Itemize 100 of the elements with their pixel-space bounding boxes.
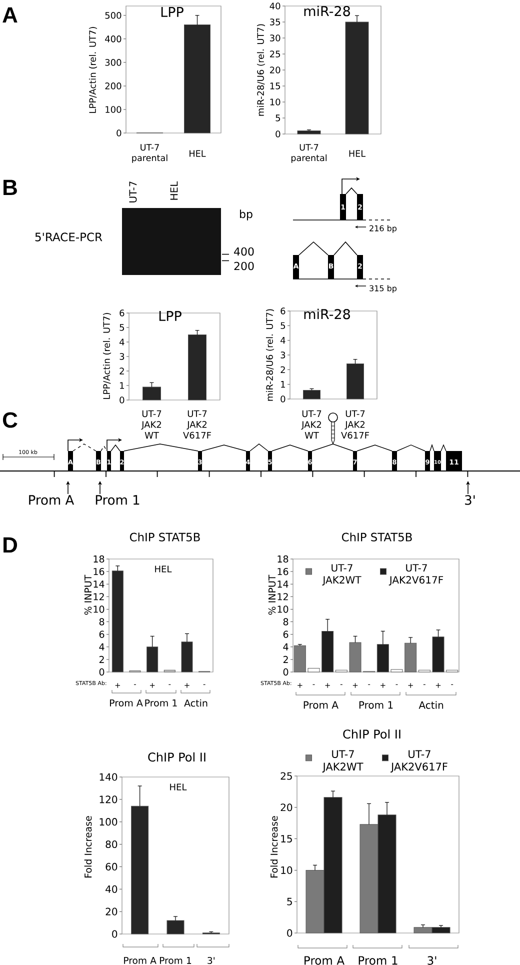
y-tick-label: 5 [120, 324, 124, 331]
y-tick-label: 15 [270, 82, 280, 90]
y-tick-label: 4 [120, 338, 124, 346]
y-tick-label: 0 [120, 396, 124, 404]
text: 400 [234, 247, 254, 256]
y-tick-label: 20 [270, 66, 280, 74]
y-tick-label: 40 [106, 885, 118, 893]
y-tick-label: 4 [280, 337, 286, 344]
y-tick-label: 3 [280, 352, 286, 358]
text: Actin [418, 701, 444, 709]
y-tick-label: 0 [116, 130, 122, 136]
y-tick-label: 18 [94, 555, 104, 563]
y-tick-label: 16 [94, 568, 104, 576]
y-tick-label: 60 [106, 862, 118, 870]
y-tick-label: 2 [280, 366, 285, 373]
y-tick-label: 25 [280, 772, 292, 780]
text: 216 bp [370, 225, 397, 233]
text: Prom 1 [96, 495, 140, 505]
y-tick-label: 12 [278, 593, 288, 600]
y-tick-label: 80 [106, 840, 118, 848]
y-tick-label: 5 [280, 322, 286, 329]
chart-title: ChIP STAT5B [342, 532, 412, 542]
y-tick-label: 0 [280, 396, 286, 402]
y-tick-label: 8 [283, 618, 288, 626]
y-tick-label: 2 [99, 656, 104, 663]
text: Prom 1 [359, 701, 393, 709]
y-axis-title: LPP/Actin (rel. UT7) [88, 27, 98, 113]
y-tick-label: 35 [270, 18, 280, 26]
text: 315 bp [370, 285, 397, 293]
text: B [4, 180, 17, 196]
y-tick-label: 10 [281, 866, 292, 874]
y-tick-label: 14 [278, 580, 288, 588]
x-tick-label: 3' [208, 956, 215, 964]
y-tick-label: 5 [287, 898, 292, 906]
y-tick-label: 2 [120, 368, 124, 374]
y-tick-label: 16 [278, 568, 288, 576]
x-tick-label: UT-7 parental [291, 144, 327, 163]
text: 5'RACE-PCR [35, 232, 102, 242]
y-tick-label: 12 [94, 593, 104, 600]
y-tick-label: 300 [105, 59, 122, 66]
text: bp [240, 210, 252, 220]
text: C [2, 412, 18, 428]
text: Prom A [29, 495, 74, 505]
text: HEL [155, 566, 172, 572]
legend-label: UT-7 JAK2V617F [390, 750, 448, 773]
y-tick-label: 15 [281, 835, 292, 843]
y-tick-label: 1 [120, 382, 124, 389]
text: 3' [465, 495, 475, 505]
y-tick-label: 2 [283, 656, 288, 663]
y-tick-label: 20 [106, 908, 118, 916]
y-tick-label: 10 [94, 606, 104, 613]
y-tick-label: 0 [99, 668, 104, 676]
y-tick-label: 10 [270, 98, 280, 106]
y-axis-title: LPP/Actin (rel. UT7) [102, 313, 112, 399]
y-tick-label: 100 [106, 106, 122, 113]
x-tick-label: Prom 1 [358, 956, 398, 965]
text: Actin [184, 699, 208, 707]
y-tick-label: 25 [270, 50, 280, 58]
x-tick-label: HEL [190, 150, 206, 157]
text: 200 [234, 262, 254, 270]
text: D [4, 537, 18, 553]
y-tick-label: 14 [94, 580, 104, 588]
y-tick-label: 4 [283, 643, 288, 650]
text: UT-7 [129, 182, 137, 202]
y-tick-label: 4 [99, 643, 104, 650]
y-tick-label: 6 [120, 310, 124, 316]
y-tick-label: 30 [270, 34, 280, 42]
y-tick-label: 6 [99, 630, 104, 638]
y-tick-label: 140 [100, 773, 118, 781]
y-tick-label: 40 [270, 2, 280, 10]
y-tick-label: 0 [112, 930, 118, 938]
x-tick-label: Prom A [124, 957, 156, 964]
y-tick-label: 100 [100, 818, 118, 826]
y-tick-label: 5 [276, 114, 280, 122]
chart-title: LPP [161, 7, 184, 17]
chart-title: miR-28 [304, 308, 350, 320]
chart-title: ChIP Pol II [343, 729, 400, 739]
y-tick-label: 0 [287, 929, 292, 937]
text: Prom A [110, 699, 143, 707]
y-tick-label: 20 [280, 804, 292, 812]
legend-label: UT-7 JAK2WT [322, 750, 364, 773]
text: A [2, 7, 18, 23]
text: HEL [170, 784, 187, 790]
chart-title: miR-28 [304, 6, 350, 16]
legend-label: UT-7 JAK2V617F [388, 564, 444, 586]
y-tick-label: 3 [120, 353, 124, 360]
x-tick-label: HEL [349, 150, 366, 157]
x-tick-label: UT-7 parental [132, 144, 168, 163]
y-tick-label: 200 [105, 82, 122, 90]
y-axis-title: miR-28/U6 (rel. UT7) [256, 24, 266, 116]
y-tick-label: 500 [105, 12, 122, 19]
y-tick-label: 8 [99, 618, 104, 626]
y-tick-label: 1 [281, 381, 285, 388]
y-tick-label: 120 [100, 796, 118, 804]
y-tick-label: 10 [278, 606, 288, 613]
y-axis-title: Fold Increase [84, 816, 92, 878]
x-tick-label: Prom 1 [160, 957, 192, 964]
y-tick-label: 0 [283, 668, 288, 676]
text: HEL [170, 181, 178, 200]
text: Prom A [304, 701, 338, 709]
